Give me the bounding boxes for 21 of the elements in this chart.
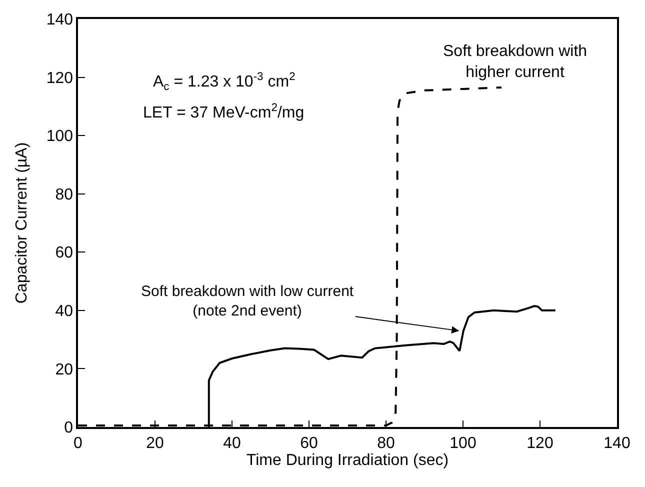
annotation: Soft breakdown with higher current: [443, 43, 588, 81]
annotation: Soft breakdown with low current (note 2nd event): [141, 283, 354, 320]
y-axis-title: Capacitor Current (µA): [14, 142, 31, 304]
annotation: A$_{c}$ = 1.23 x 10$^{-3}$ cm$^{2}$: [153, 71, 296, 94]
annotation: LET = 37 MeV-cm$^{2}$/mg: [143, 102, 304, 122]
y-tick-label: 60: [55, 244, 74, 262]
x-tick-label: 140: [604, 434, 630, 452]
x-tick-label: 40: [223, 434, 241, 452]
y-tick-label: 40: [55, 303, 74, 320]
y-tick-label: 0: [64, 420, 74, 437]
x-axis-title: Time During Irradiation (sec): [246, 452, 449, 469]
x-tick-label: 120: [526, 434, 554, 452]
y-tick-label: 100: [46, 128, 74, 146]
y-tick-label: 140: [46, 12, 74, 29]
x-tick-label: 80: [377, 434, 395, 452]
x-tick-label: 60: [300, 434, 318, 452]
x-tick-label: 20: [146, 434, 164, 452]
y-tick-label: 20: [55, 361, 74, 378]
x-tick-label: 100: [450, 434, 476, 452]
y-tick-label: 80: [55, 186, 74, 204]
y-tick-label: 120: [46, 70, 74, 87]
